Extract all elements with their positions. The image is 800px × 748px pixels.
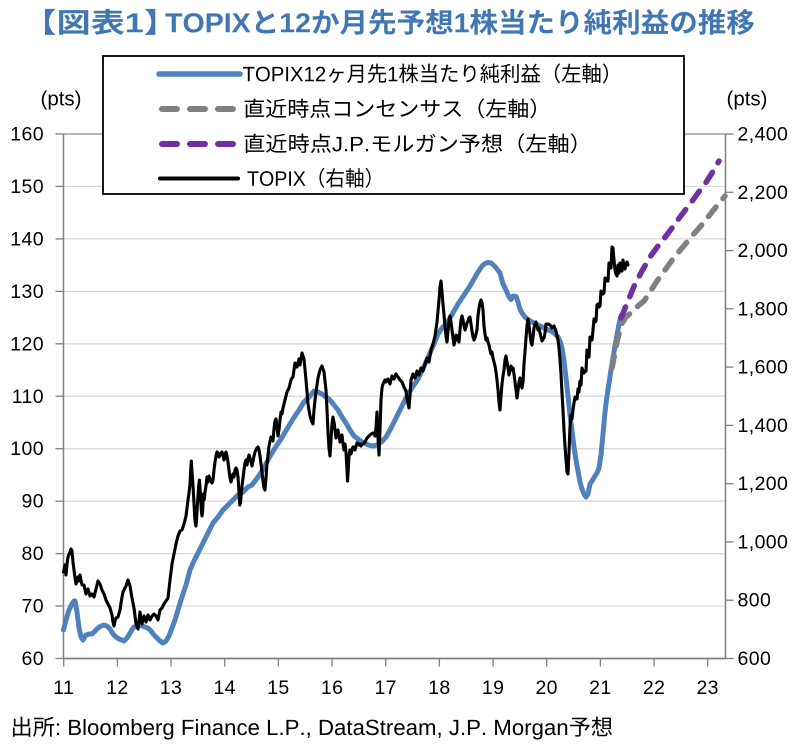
svg-text:1,400: 1,400	[738, 415, 789, 437]
svg-text:60: 60	[22, 648, 45, 670]
svg-text:100: 100	[10, 438, 44, 460]
svg-text:1,800: 1,800	[738, 298, 789, 320]
svg-text:15: 15	[267, 677, 290, 699]
svg-text:110: 110	[12, 386, 44, 408]
svg-text:11: 11	[53, 677, 74, 699]
svg-text:150: 150	[10, 176, 44, 198]
svg-text:800: 800	[738, 590, 772, 612]
svg-text:600: 600	[738, 648, 772, 670]
svg-text:2,000: 2,000	[738, 240, 789, 262]
svg-text:160: 160	[10, 124, 44, 146]
svg-text:2,400: 2,400	[738, 124, 789, 146]
svg-text:12: 12	[106, 677, 129, 699]
svg-text:1,600: 1,600	[738, 357, 789, 379]
svg-text:18: 18	[428, 677, 451, 699]
svg-text:14: 14	[213, 677, 236, 699]
svg-text:(pts): (pts)	[41, 88, 82, 111]
svg-text:140: 140	[10, 228, 44, 250]
svg-text:17: 17	[374, 677, 397, 699]
svg-text:(pts): (pts)	[727, 88, 768, 111]
svg-text:120: 120	[10, 333, 44, 355]
svg-text:23: 23	[696, 677, 719, 699]
svg-text:20: 20	[535, 677, 558, 699]
svg-text:13: 13	[160, 677, 183, 699]
svg-text:1,200: 1,200	[738, 473, 789, 495]
svg-text:90: 90	[22, 491, 45, 513]
svg-text:22: 22	[643, 677, 666, 699]
svg-text:19: 19	[482, 677, 505, 699]
svg-text:70: 70	[22, 596, 45, 618]
svg-text:80: 80	[22, 543, 45, 565]
svg-text:1,000: 1,000	[738, 531, 789, 553]
svg-text:16: 16	[321, 677, 344, 699]
svg-text:2,200: 2,200	[738, 182, 789, 204]
svg-text:21: 21	[589, 677, 612, 699]
svg-text:130: 130	[10, 281, 44, 303]
